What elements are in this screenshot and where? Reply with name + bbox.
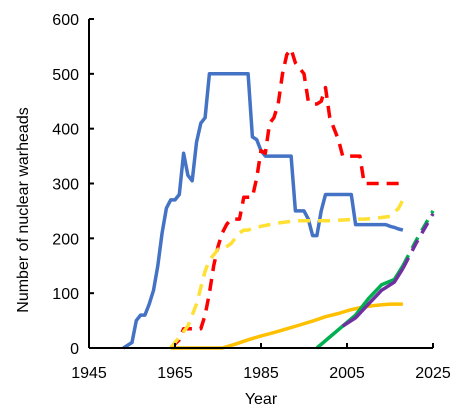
y-tick-label: 100	[52, 286, 79, 303]
x-tick-label: 1985	[243, 365, 279, 382]
series-line-4	[170, 302, 403, 350]
y-tick-label: 400	[52, 122, 79, 139]
series-layer	[122, 47, 435, 350]
y-axis-title: Number of nuclear warheads	[15, 107, 32, 312]
y-tick-label: 500	[52, 67, 79, 84]
y-tick-label: 0	[70, 341, 79, 358]
x-tick-label: 2025	[415, 365, 451, 382]
x-tick-label: 1945	[71, 365, 107, 382]
series-line-8	[401, 212, 435, 270]
ticks-layer: 0 100 200 300 400 500 600 1945 1965 1985 2005 2025	[52, 12, 451, 382]
series-line-3	[169, 199, 405, 350]
series-line-2	[169, 47, 403, 350]
x-tick-label: 2005	[329, 365, 365, 382]
y-tick-label: 600	[52, 12, 79, 29]
series-line-5	[315, 264, 405, 350]
y-tick-label: 200	[52, 231, 79, 248]
axes-layer	[88, 19, 433, 349]
x-axis-title: Year	[245, 391, 278, 406]
series-line-1	[122, 72, 404, 350]
y-tick-label: 300	[52, 177, 79, 194]
series-line-7	[341, 267, 405, 328]
x-tick-label: 1965	[157, 365, 193, 382]
